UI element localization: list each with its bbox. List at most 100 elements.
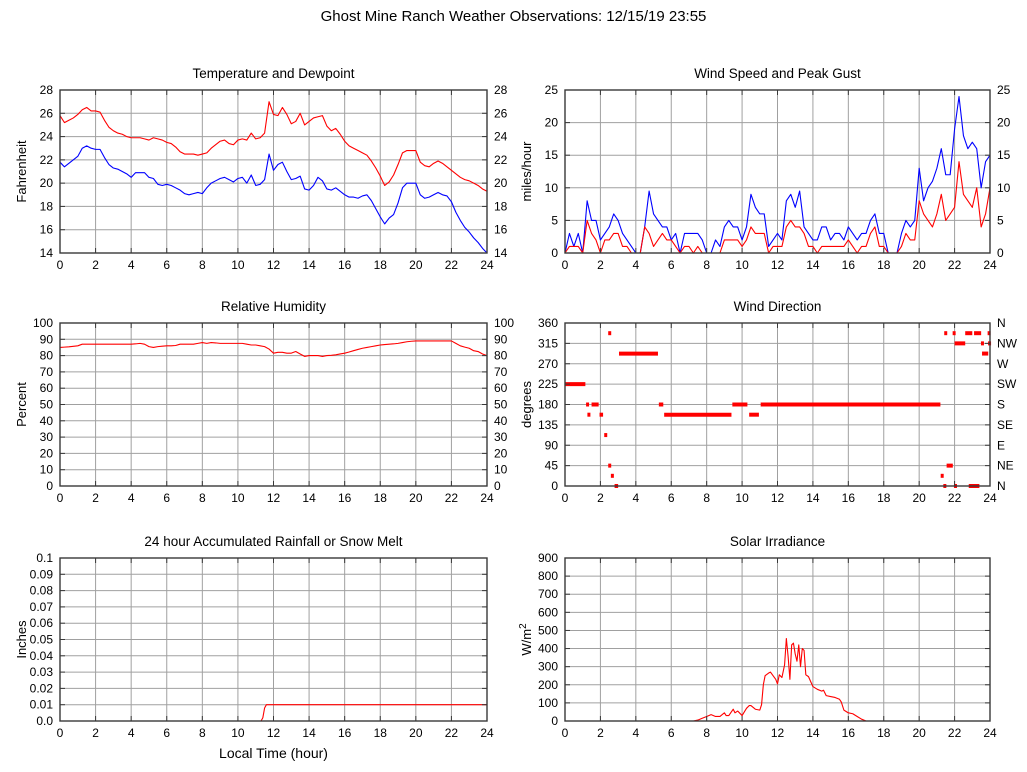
svg-text:6: 6 [668, 258, 675, 272]
svg-text:0.02: 0.02 [30, 681, 54, 695]
svg-text:100: 100 [33, 316, 53, 330]
svg-text:0: 0 [562, 726, 569, 740]
svg-text:900: 900 [538, 551, 558, 565]
svg-text:100: 100 [494, 316, 514, 330]
svg-text:0: 0 [57, 491, 64, 505]
svg-text:18: 18 [494, 199, 508, 213]
svg-text:14: 14 [806, 726, 820, 740]
svg-text:2: 2 [92, 726, 99, 740]
svg-text:8: 8 [703, 258, 710, 272]
svg-text:6: 6 [163, 258, 170, 272]
svg-text:Wind Speed and Peak Gust: Wind Speed and Peak Gust [694, 66, 861, 81]
svg-text:0: 0 [562, 258, 569, 272]
svg-text:16: 16 [338, 491, 352, 505]
svg-text:600: 600 [538, 605, 558, 619]
svg-text:0.01: 0.01 [30, 698, 54, 712]
svg-text:28: 28 [494, 83, 508, 97]
svg-text:40: 40 [494, 414, 508, 428]
svg-text:0: 0 [57, 258, 64, 272]
svg-text:22: 22 [494, 153, 508, 167]
svg-text:S: S [997, 398, 1005, 412]
svg-text:14: 14 [806, 491, 820, 505]
svg-text:E: E [997, 438, 1005, 452]
svg-text:Temperature and Dewpoint: Temperature and Dewpoint [192, 66, 354, 81]
svg-text:20: 20 [912, 491, 926, 505]
svg-text:10: 10 [494, 463, 508, 477]
svg-text:8: 8 [199, 726, 206, 740]
svg-text:135: 135 [538, 418, 558, 432]
svg-text:315: 315 [538, 336, 558, 350]
svg-text:400: 400 [538, 642, 558, 656]
svg-text:0: 0 [997, 246, 1004, 260]
svg-text:28: 28 [40, 83, 54, 97]
svg-text:4: 4 [632, 726, 639, 740]
svg-text:SE: SE [997, 418, 1013, 432]
svg-text:16: 16 [842, 491, 856, 505]
svg-text:18: 18 [40, 199, 54, 213]
svg-text:24 hour Accumulated Rainfall o: 24 hour Accumulated Rainfall or Snow Mel… [144, 534, 402, 549]
svg-text:10: 10 [231, 726, 245, 740]
svg-text:70: 70 [494, 365, 508, 379]
svg-text:15: 15 [545, 148, 559, 162]
svg-text:20: 20 [494, 176, 508, 190]
svg-text:16: 16 [338, 258, 352, 272]
svg-text:24: 24 [983, 258, 997, 272]
svg-text:0: 0 [551, 246, 558, 260]
svg-text:26: 26 [40, 106, 54, 120]
svg-text:45: 45 [545, 459, 559, 473]
svg-text:0.1: 0.1 [36, 551, 53, 565]
svg-text:10: 10 [231, 491, 245, 505]
svg-text:12: 12 [771, 258, 785, 272]
svg-text:25: 25 [545, 83, 559, 97]
svg-text:0.04: 0.04 [30, 649, 54, 663]
svg-text:0.06: 0.06 [30, 616, 54, 630]
svg-text:24: 24 [480, 258, 494, 272]
svg-text:2: 2 [92, 258, 99, 272]
svg-text:6: 6 [163, 726, 170, 740]
svg-text:500: 500 [538, 623, 558, 637]
svg-text:225: 225 [538, 377, 558, 391]
svg-text:14: 14 [302, 726, 316, 740]
svg-text:20: 20 [545, 116, 559, 130]
svg-text:14: 14 [40, 246, 54, 260]
svg-text:10: 10 [545, 181, 559, 195]
page-title: Ghost Mine Ranch Weather Observations: 1… [320, 8, 707, 25]
svg-text:4: 4 [128, 726, 135, 740]
svg-text:8: 8 [703, 726, 710, 740]
svg-text:20: 20 [409, 726, 423, 740]
svg-text:0.07: 0.07 [30, 600, 54, 614]
svg-text:10: 10 [735, 258, 749, 272]
svg-text:270: 270 [538, 357, 558, 371]
svg-text:16: 16 [842, 726, 856, 740]
svg-text:24: 24 [480, 726, 494, 740]
svg-text:Wind Direction: Wind Direction [734, 299, 822, 314]
svg-text:18: 18 [374, 726, 388, 740]
svg-text:70: 70 [40, 365, 54, 379]
svg-text:Fahrenheit: Fahrenheit [14, 140, 29, 203]
svg-text:18: 18 [374, 258, 388, 272]
svg-text:2: 2 [597, 258, 604, 272]
svg-text:miles/hour: miles/hour [519, 141, 534, 202]
svg-text:60: 60 [494, 381, 508, 395]
svg-text:90: 90 [40, 332, 54, 346]
svg-text:Local Time (hour): Local Time (hour) [219, 745, 328, 761]
svg-text:22: 22 [948, 726, 962, 740]
svg-text:Relative Humidity: Relative Humidity [221, 299, 326, 314]
svg-text:NE: NE [997, 459, 1014, 473]
svg-text:12: 12 [771, 726, 785, 740]
svg-text:30: 30 [40, 430, 54, 444]
svg-text:0.0: 0.0 [36, 714, 53, 728]
svg-text:N: N [997, 316, 1006, 330]
svg-text:6: 6 [668, 726, 675, 740]
svg-text:300: 300 [538, 660, 558, 674]
svg-text:16: 16 [40, 223, 54, 237]
svg-text:800: 800 [538, 569, 558, 583]
svg-text:0: 0 [551, 714, 558, 728]
svg-text:18: 18 [877, 726, 891, 740]
svg-text:12: 12 [771, 491, 785, 505]
svg-text:18: 18 [877, 258, 891, 272]
svg-text:14: 14 [302, 491, 316, 505]
